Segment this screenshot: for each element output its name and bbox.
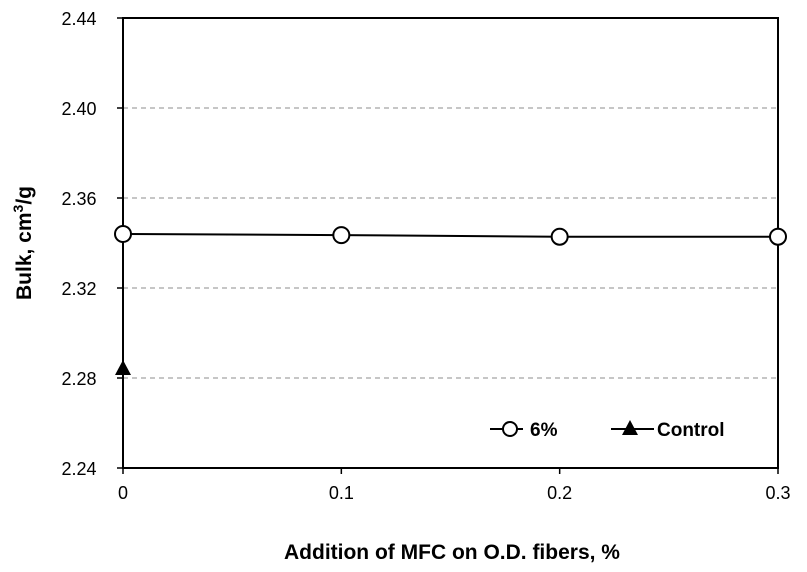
y-axis-title: Bulk, cm3/g (10, 186, 36, 300)
legend-item-control: Control (611, 420, 725, 441)
series-line (122, 233, 778, 238)
data-point-circle (769, 227, 787, 246)
y-axis-ticks: 2.24 2.28 2.32 2.36 2.40 2.44 (61, 9, 123, 479)
y-axis-title-superscript: 3 (10, 204, 26, 212)
y-tick-label: 2.32 (61, 279, 96, 299)
y-tick-label: 2.36 (61, 189, 96, 209)
y-tick-label: 2.28 (61, 369, 96, 389)
series-layer (114, 225, 787, 375)
x-tick-label: 0.2 (547, 483, 572, 503)
legend-marker-circle-icon (502, 421, 518, 437)
data-point-triangle (115, 360, 131, 375)
y-axis-title-tail: /g (13, 186, 36, 205)
x-axis-title: Addition of MFC on O.D. fibers, % (284, 541, 620, 564)
x-tick-label: 0 (118, 483, 128, 503)
y-tick-label: 2.40 (61, 99, 96, 119)
legend-marker-triangle-icon (622, 420, 638, 435)
x-tick-label: 0.3 (765, 483, 790, 503)
grid-layer (123, 107, 778, 379)
data-point-circle (332, 226, 351, 245)
legend-label-control: Control (657, 420, 725, 441)
y-tick-label: 2.44 (61, 9, 96, 29)
y-axis-title-main: Bulk, cm (13, 212, 36, 300)
legend-label-6pct: 6% (530, 420, 558, 441)
legend-item-6pct: 6% (490, 420, 558, 441)
plot-frame (122, 17, 779, 469)
y-tick-label: 2.24 (61, 459, 96, 479)
legend: 6% Control (490, 420, 725, 441)
x-tick-label: 0.1 (329, 483, 354, 503)
data-point-circle (550, 227, 569, 246)
x-axis-ticks: 0 0.1 0.2 0.3 (118, 468, 791, 503)
data-point-circle (114, 225, 132, 243)
